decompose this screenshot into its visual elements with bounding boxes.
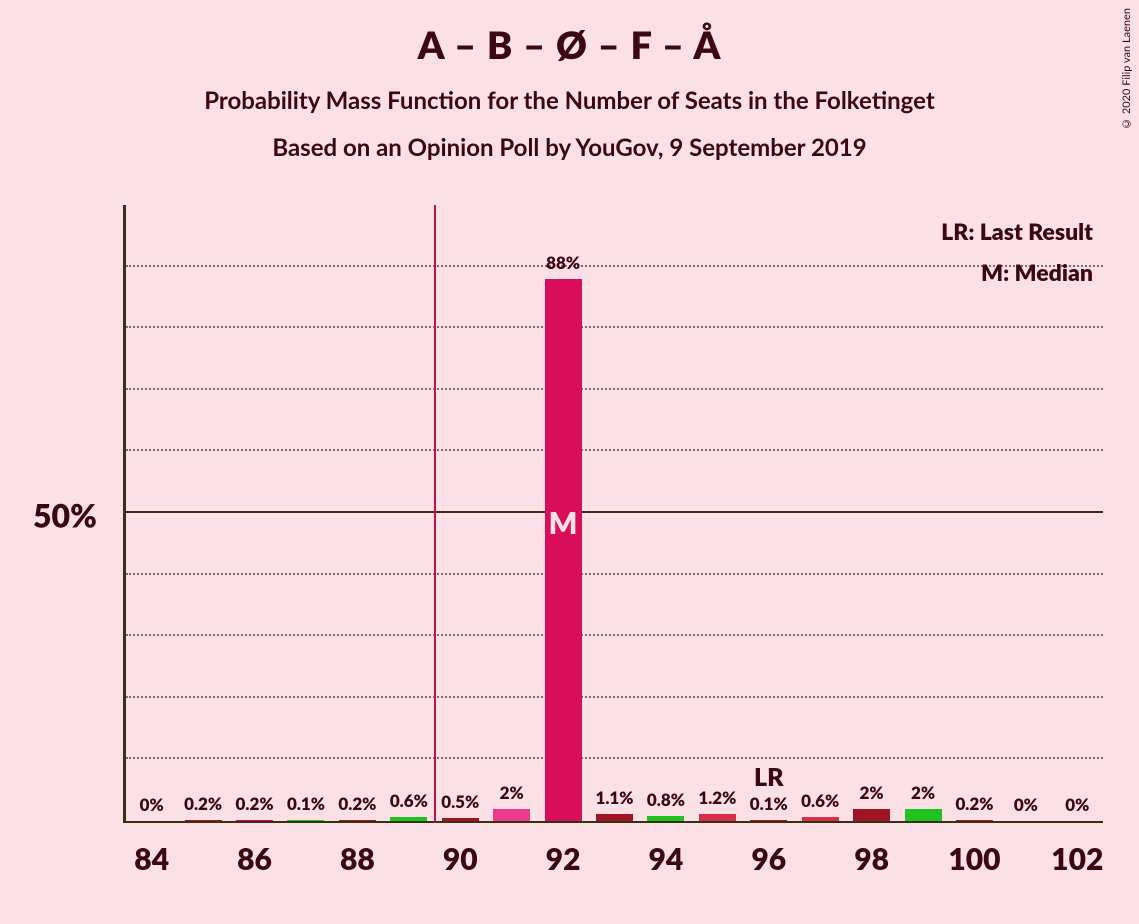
gridline bbox=[126, 573, 1103, 575]
chart-title-sub2: Based on an Opinion Poll by YouGov, 9 Se… bbox=[0, 133, 1139, 162]
bar bbox=[442, 818, 479, 821]
majority-reference-line bbox=[434, 205, 436, 823]
chart-title-sub: Probability Mass Function for the Number… bbox=[0, 86, 1139, 115]
bar-value-label: 0% bbox=[1014, 794, 1038, 815]
y-axis bbox=[123, 205, 126, 823]
copyright-text: © 2020 Filip van Laenen bbox=[1120, 8, 1133, 130]
x-tick-label: 102 bbox=[1051, 841, 1103, 877]
x-tick-label: 88 bbox=[340, 841, 375, 877]
bar bbox=[699, 814, 736, 821]
bar bbox=[493, 809, 530, 821]
bar-value-label: 0.1% bbox=[750, 793, 788, 814]
bar bbox=[339, 820, 376, 821]
bar bbox=[236, 820, 273, 821]
x-tick-label: 86 bbox=[237, 841, 272, 877]
bar bbox=[596, 814, 633, 821]
legend-median: M: Median bbox=[941, 252, 1093, 293]
chart-legend: LR: Last Result M: Median bbox=[941, 211, 1093, 294]
x-tick-label: 92 bbox=[546, 841, 581, 877]
bar bbox=[647, 816, 684, 821]
bar-value-label: 2% bbox=[860, 782, 884, 803]
bar bbox=[750, 820, 787, 821]
bar bbox=[905, 809, 942, 821]
bar-value-label: 0.6% bbox=[390, 790, 428, 811]
bar-value-label: 0.5% bbox=[441, 791, 479, 812]
bar-value-label: 0.1% bbox=[287, 793, 325, 814]
gridline bbox=[126, 634, 1103, 636]
bar bbox=[390, 817, 427, 821]
bar-value-label: 0.2% bbox=[955, 793, 993, 814]
x-tick-label: 98 bbox=[854, 841, 889, 877]
x-tick-label: 94 bbox=[649, 841, 684, 877]
gridline bbox=[126, 326, 1103, 328]
y-axis-label-50: 50% bbox=[33, 496, 97, 535]
bar-value-label: 2% bbox=[500, 782, 524, 803]
bar bbox=[185, 820, 222, 821]
chart-plot-area: LR: Last Result M: Median 50%84868890929… bbox=[123, 205, 1103, 823]
bar bbox=[853, 809, 890, 821]
x-tick-label: 96 bbox=[751, 841, 786, 877]
bar bbox=[956, 820, 993, 821]
gridline bbox=[126, 757, 1103, 759]
bar bbox=[287, 820, 324, 821]
bar bbox=[545, 279, 582, 821]
x-axis bbox=[123, 821, 1103, 823]
gridline bbox=[126, 265, 1103, 267]
gridline bbox=[126, 388, 1103, 390]
bar-value-label: 2% bbox=[911, 782, 935, 803]
bar-value-label: 0% bbox=[1065, 794, 1089, 815]
legend-lr: LR: Last Result bbox=[941, 211, 1093, 252]
bar-value-label: 1.2% bbox=[698, 787, 736, 808]
bar-value-label: 0% bbox=[140, 794, 164, 815]
bar-value-label: 0.2% bbox=[184, 793, 222, 814]
bar-value-label: 0.8% bbox=[647, 789, 685, 810]
bar-value-label: 88% bbox=[546, 252, 580, 273]
gridline bbox=[126, 696, 1103, 698]
median-marker: M bbox=[549, 505, 578, 541]
gridline bbox=[126, 449, 1103, 451]
last-result-marker: LR bbox=[754, 762, 784, 792]
bar-value-label: 0.6% bbox=[801, 790, 839, 811]
x-tick-label: 100 bbox=[948, 841, 1000, 877]
x-tick-label: 90 bbox=[443, 841, 478, 877]
bar-value-label: 1.1% bbox=[596, 787, 634, 808]
gridline bbox=[126, 511, 1103, 513]
bar bbox=[802, 817, 839, 821]
x-tick-label: 84 bbox=[134, 841, 169, 877]
bar-value-label: 0.2% bbox=[338, 793, 376, 814]
chart-title-main: A – B – Ø – F – Å bbox=[0, 22, 1139, 68]
bar-value-label: 0.2% bbox=[236, 793, 274, 814]
